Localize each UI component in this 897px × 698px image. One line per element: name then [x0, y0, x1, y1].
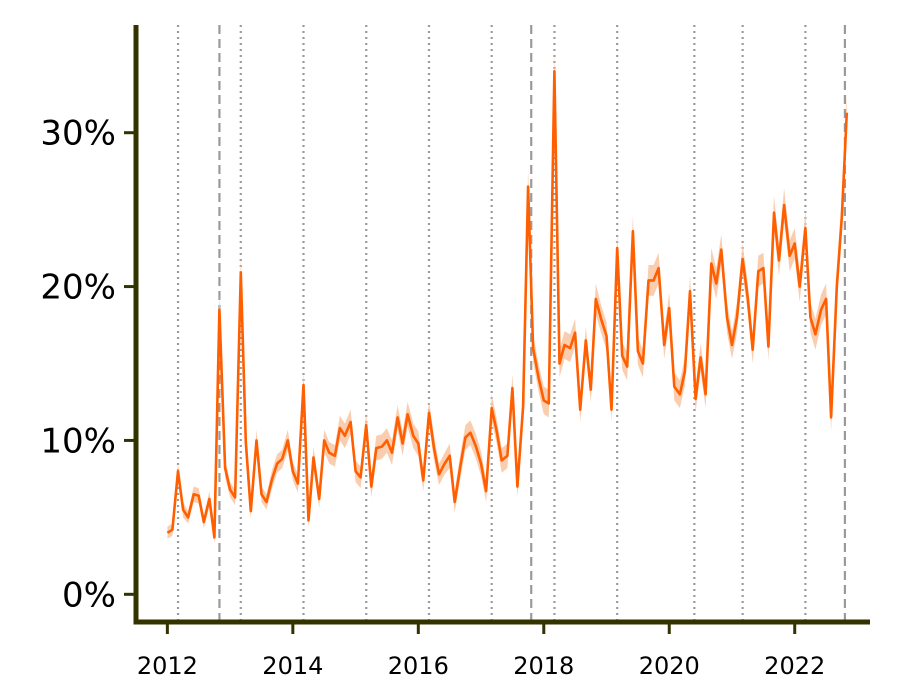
- series-line: [166, 69, 849, 539]
- x-tick-label: 2022: [764, 652, 825, 680]
- x-tick-label: 2018: [513, 652, 574, 680]
- y-tick-label: 10%: [40, 421, 116, 461]
- event-markers: [176, 25, 847, 622]
- x-tick-label: 2020: [639, 652, 700, 680]
- confidence-band: [167, 51, 847, 544]
- x-tick-label: 2016: [388, 652, 449, 680]
- x-tick-label: 2014: [262, 652, 323, 680]
- y-tick-label: 20%: [40, 268, 116, 308]
- axes: [133, 25, 870, 625]
- x-tick-label: 2012: [137, 652, 198, 680]
- x-axis-ticks: 2012 2014 2016 2018 2020 2022: [137, 622, 825, 680]
- y-tick-label: 30%: [40, 114, 116, 154]
- y-tick-label: 0%: [62, 575, 116, 615]
- y-axis-ticks: 0% 10% 20% 30%: [40, 114, 136, 615]
